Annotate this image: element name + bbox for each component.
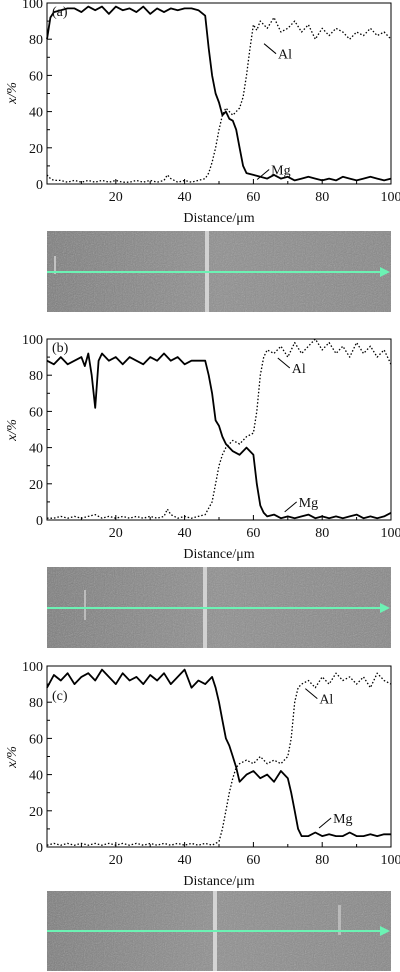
series-line-mg-a xyxy=(46,5,392,182)
y-tick-label-a-4: 80 xyxy=(29,33,43,48)
ylabel-b: x/% xyxy=(5,419,20,442)
x-tick-label-a-4: 100 xyxy=(381,190,400,205)
sem-image-a xyxy=(47,231,391,312)
x-tick-label-a-1: 40 xyxy=(178,190,192,205)
series-line-mg-b xyxy=(46,352,392,520)
xlabel-b: Distance/μm xyxy=(183,547,254,562)
chart-b: 0 20 40 60 80 100 20 40 60 80 100 Mg Al (b) x/% Di… xyxy=(5,333,400,562)
series-a: Mg Al xyxy=(46,5,392,183)
panel-label-c: (c) xyxy=(52,689,68,704)
y-tick-label-c-2: 40 xyxy=(29,769,43,784)
yticks-a: 0 20 40 60 80 100 xyxy=(22,0,52,193)
series-leader-al-c xyxy=(304,688,318,699)
x-tick-label-b-0: 20 xyxy=(109,526,123,541)
xticks-b: 20 40 60 80 100 xyxy=(80,515,400,541)
x-tick-label-b-3: 80 xyxy=(315,526,329,541)
series-leader-mg-b xyxy=(284,501,298,513)
series-line-al-a xyxy=(46,16,392,183)
y-tick-label-a-5: 100 xyxy=(22,0,43,12)
y-tick-label-a-2: 40 xyxy=(29,106,43,121)
x-tick-label-a-3: 80 xyxy=(315,190,329,205)
panel-label-b: (b) xyxy=(52,341,69,356)
series-b: Mg Al xyxy=(46,338,392,520)
chart-c: 0 20 40 60 80 100 20 40 60 80 100 Mg Al (c) x/% Di… xyxy=(5,660,400,889)
x-tick-label-b-1: 40 xyxy=(178,526,192,541)
series-leader-mg-c xyxy=(318,817,332,829)
y-tick-label-b-5: 100 xyxy=(22,333,43,348)
series-label-mg-b: Mg xyxy=(299,496,318,511)
ylabel-c: x/% xyxy=(5,746,20,769)
x-tick-label-c-4: 100 xyxy=(381,853,400,868)
y-tick-label-c-3: 60 xyxy=(29,732,43,747)
xticks-c: 20 40 60 80 100 xyxy=(80,842,400,868)
yticks-b: 0 20 40 60 80 100 xyxy=(22,333,52,529)
series-label-mg-a: Mg xyxy=(271,164,290,179)
xticks-a: 20 40 60 80 100 xyxy=(80,179,400,205)
series-label-al-b: Al xyxy=(292,362,306,377)
series-label-mg-c: Mg xyxy=(333,812,352,827)
series-label-al-a: Al xyxy=(278,48,292,63)
panel-label-a: (a) xyxy=(52,5,68,20)
yticks-c: 0 20 40 60 80 100 xyxy=(22,660,52,856)
y-tick-label-a-1: 20 xyxy=(29,142,43,157)
series-leader-al-a xyxy=(263,43,277,55)
xlabel-a: Distance/μm xyxy=(183,211,254,226)
sem-image-c xyxy=(47,891,391,971)
x-tick-label-b-2: 60 xyxy=(246,526,260,541)
ylabel-a: x/% xyxy=(5,82,20,105)
y-tick-label-c-0: 0 xyxy=(36,841,43,856)
x-tick-label-b-4: 100 xyxy=(381,526,400,541)
chart-a: 0 20 40 60 80 100 20 40 60 80 100 Mg Al (a) x/% Di… xyxy=(5,0,400,226)
xlabel-c: Distance/μm xyxy=(183,874,254,889)
y-tick-label-c-5: 100 xyxy=(22,660,43,675)
y-tick-label-b-1: 20 xyxy=(29,478,43,493)
x-tick-label-a-2: 60 xyxy=(246,190,260,205)
series-c: Mg Al xyxy=(46,668,392,846)
y-tick-label-b-3: 60 xyxy=(29,405,43,420)
series-leader-al-b xyxy=(277,357,291,369)
y-tick-label-a-3: 60 xyxy=(29,69,43,84)
y-tick-label-c-1: 20 xyxy=(29,805,43,820)
y-tick-label-b-2: 40 xyxy=(29,442,43,457)
y-tick-label-b-0: 0 xyxy=(36,514,43,529)
x-tick-label-a-0: 20 xyxy=(109,190,123,205)
series-line-mg-c xyxy=(46,668,391,837)
x-tick-label-c-0: 20 xyxy=(109,853,123,868)
series-line-al-b xyxy=(47,338,392,519)
x-tick-label-c-2: 60 xyxy=(246,853,260,868)
y-tick-label-b-4: 80 xyxy=(29,369,43,384)
series-label-al-c: Al xyxy=(319,693,333,708)
x-tick-label-c-3: 80 xyxy=(315,853,329,868)
series-leader-mg-a xyxy=(256,169,270,180)
y-tick-label-c-4: 80 xyxy=(29,696,43,711)
x-tick-label-c-1: 40 xyxy=(178,853,192,868)
series-line-al-c xyxy=(46,672,392,846)
y-tick-label-a-0: 0 xyxy=(36,178,43,193)
sem-image-b xyxy=(47,567,391,648)
